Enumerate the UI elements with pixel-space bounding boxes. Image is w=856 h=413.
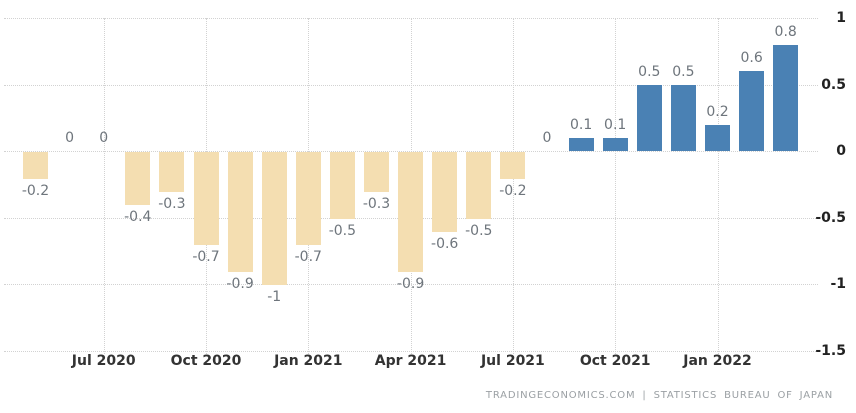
bar-value-label-aug-2020: -0.4: [124, 209, 152, 226]
bar-value-label-feb-2021: -0.5: [328, 222, 357, 239]
bar-jul-2021[interactable]: [500, 152, 526, 179]
bar-mar-2022[interactable]: [773, 44, 799, 152]
bar-value-label-dec-2020: -1: [267, 289, 282, 306]
x-axis-label: Jul 2020: [71, 353, 136, 369]
x-axis-label: Apr 2021: [374, 353, 447, 369]
bar-value-label-mar-2021: -0.3: [362, 196, 391, 213]
x-axis-label: Jan 2022: [683, 353, 752, 369]
v-gridline: [717, 18, 719, 354]
bar-nov-2021[interactable]: [636, 84, 662, 152]
bar-jan-2021[interactable]: [295, 152, 321, 246]
bar-feb-2022[interactable]: [739, 71, 765, 152]
bar-value-label-oct-2021: 0.1: [604, 116, 627, 133]
bar-oct-2020[interactable]: [193, 152, 219, 246]
v-gridline: [615, 18, 617, 354]
y-axis-label: -0.5: [815, 209, 846, 226]
bar-value-label-feb-2022: 0.6: [740, 50, 763, 67]
bar-value-label-sep-2020: -0.3: [158, 196, 186, 213]
bar-dec-2020[interactable]: [261, 152, 287, 286]
y-axis-label: -1.5: [815, 343, 846, 359]
x-axis-label: Jul 2021: [480, 353, 545, 369]
bar-value-label-jul-2021: -0.2: [499, 182, 527, 199]
v-gridline: [512, 18, 514, 354]
y-axis-label: 0: [836, 143, 846, 160]
bar-value-label-jun-2020: 0: [65, 130, 75, 147]
x-axis-label: Oct 2021: [579, 353, 651, 369]
bar-mar-2021[interactable]: [364, 152, 389, 193]
attribution-separator: |: [642, 390, 647, 401]
x-axis-label: Oct 2020: [170, 353, 242, 369]
v-gridline: [103, 18, 105, 354]
bar-value-label-may-2021: -0.6: [431, 236, 459, 253]
bar-value-label-nov-2021: 0.5: [638, 63, 661, 80]
bar-aug-2020[interactable]: [125, 152, 151, 206]
bar-jun-2021[interactable]: [466, 152, 492, 219]
bar-sep-2021[interactable]: [568, 137, 594, 152]
bar-apr-2021[interactable]: [398, 152, 424, 273]
bar-value-label-jul-2020: 0: [99, 130, 109, 147]
bar-value-label-nov-2020: -0.9: [226, 276, 254, 293]
bar-may-2020[interactable]: [23, 152, 48, 179]
bar-value-label-aug-2021: 0: [542, 130, 552, 147]
bar-value-label-jan-2022: 0.2: [706, 103, 729, 120]
bar-value-label-jan-2021: -0.7: [294, 249, 322, 266]
y-axis-label: 1: [836, 10, 846, 26]
bar-value-label-mar-2022: 0.8: [774, 23, 797, 40]
attribution[interactable]: TRADINGECONOMICS.COM | STATISTICS BUREAU O…: [486, 390, 833, 401]
attribution-source-tradingeconomics[interactable]: TRADINGECONOMICS.COM: [485, 390, 636, 401]
attribution-source-statistics-bureau[interactable]: STATISTICS BUREAU OF JAPAN: [653, 390, 833, 401]
bar-value-label-dec-2021: 0.5: [672, 63, 695, 80]
x-axis-label: Jan 2021: [274, 353, 343, 369]
bar-dec-2021[interactable]: [670, 84, 696, 152]
bar-jan-2022[interactable]: [705, 124, 730, 152]
bar-oct-2021[interactable]: [602, 137, 628, 152]
y-axis-label: -1: [830, 276, 846, 293]
bar-value-label-may-2020: -0.2: [21, 182, 50, 199]
bar-value-label-sep-2021: 0.1: [569, 116, 593, 133]
bar-value-label-apr-2021: -0.9: [396, 276, 425, 293]
bar-sep-2020[interactable]: [159, 152, 185, 193]
bar-value-label-oct-2020: -0.7: [192, 249, 220, 266]
bar-value-label-jun-2021: -0.5: [465, 222, 493, 239]
bar-nov-2020[interactable]: [227, 152, 253, 273]
bar-may-2021[interactable]: [432, 152, 458, 233]
y-axis-label: 0.5: [821, 76, 846, 93]
bar-feb-2021[interactable]: [329, 152, 355, 219]
